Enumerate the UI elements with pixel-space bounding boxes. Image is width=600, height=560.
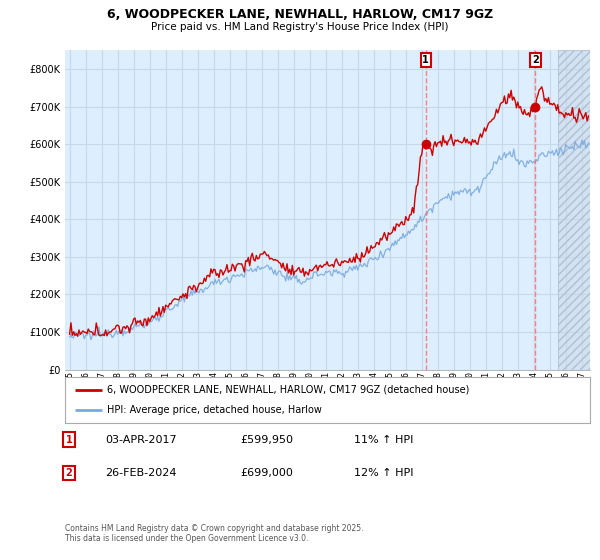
Text: 1: 1: [65, 435, 73, 445]
Text: 12% ↑ HPI: 12% ↑ HPI: [354, 468, 413, 478]
Text: HPI: Average price, detached house, Harlow: HPI: Average price, detached house, Harl…: [107, 405, 322, 415]
Text: 2: 2: [532, 55, 539, 65]
Bar: [558, 50, 590, 370]
Text: £599,950: £599,950: [240, 435, 293, 445]
Text: 6, WOODPECKER LANE, NEWHALL, HARLOW, CM17 9GZ (detached house): 6, WOODPECKER LANE, NEWHALL, HARLOW, CM1…: [107, 385, 469, 395]
Text: 6, WOODPECKER LANE, NEWHALL, HARLOW, CM17 9GZ: 6, WOODPECKER LANE, NEWHALL, HARLOW, CM1…: [107, 8, 493, 21]
Text: 11% ↑ HPI: 11% ↑ HPI: [354, 435, 413, 445]
Text: 2: 2: [65, 468, 73, 478]
Text: 03-APR-2017: 03-APR-2017: [105, 435, 176, 445]
Text: 1: 1: [422, 55, 429, 65]
Text: Contains HM Land Registry data © Crown copyright and database right 2025.
This d: Contains HM Land Registry data © Crown c…: [65, 524, 364, 543]
Text: 26-FEB-2024: 26-FEB-2024: [105, 468, 176, 478]
Text: £699,000: £699,000: [240, 468, 293, 478]
Bar: [558, 50, 590, 370]
Text: Price paid vs. HM Land Registry's House Price Index (HPI): Price paid vs. HM Land Registry's House …: [151, 22, 449, 32]
